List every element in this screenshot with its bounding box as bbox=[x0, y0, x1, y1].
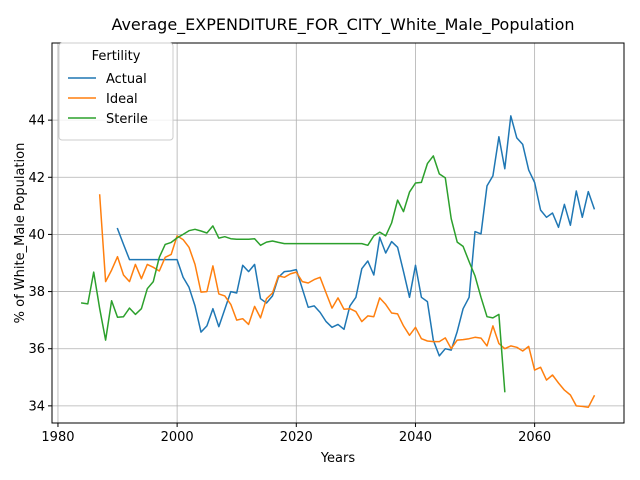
legend-label-sterile: Sterile bbox=[106, 112, 148, 127]
y-tick-label: 38 bbox=[28, 285, 45, 300]
grid bbox=[52, 43, 624, 423]
series-lines bbox=[80, 115, 596, 409]
series-line-ideal bbox=[98, 194, 596, 409]
x-tick-label: 2060 bbox=[518, 430, 551, 445]
legend-label-actual: Actual bbox=[106, 72, 147, 87]
y-tick-label: 40 bbox=[28, 228, 45, 243]
x-axis-label: Years bbox=[320, 451, 356, 466]
y-tick-label: 36 bbox=[28, 342, 45, 357]
x-tick-label: 1980 bbox=[41, 430, 74, 445]
y-tick-label: 34 bbox=[28, 399, 45, 414]
x-tick-label: 2000 bbox=[161, 430, 194, 445]
x-tick-label: 2040 bbox=[399, 430, 432, 445]
legend-label-ideal: Ideal bbox=[106, 92, 138, 107]
legend-box bbox=[58, 42, 174, 141]
y-tick-label: 44 bbox=[28, 114, 45, 129]
legend-title: Fertility bbox=[92, 49, 141, 64]
axis-ticks: 1980 2000 2020 2040 2060 34 36 38 40 42 44 bbox=[28, 114, 551, 445]
legend: Fertility Actual Ideal Sterile bbox=[58, 42, 174, 141]
plot-area-frame bbox=[51, 42, 625, 424]
y-axis-label: % of White_Male Population bbox=[13, 143, 28, 324]
x-tick-label: 2020 bbox=[280, 430, 313, 445]
chart-title: Average_EXPENDITURE_FOR_CITY_White_Male_… bbox=[111, 15, 574, 35]
series-line-actual bbox=[116, 115, 596, 357]
series-line-sterile bbox=[80, 155, 506, 393]
y-tick-label: 42 bbox=[28, 171, 45, 186]
